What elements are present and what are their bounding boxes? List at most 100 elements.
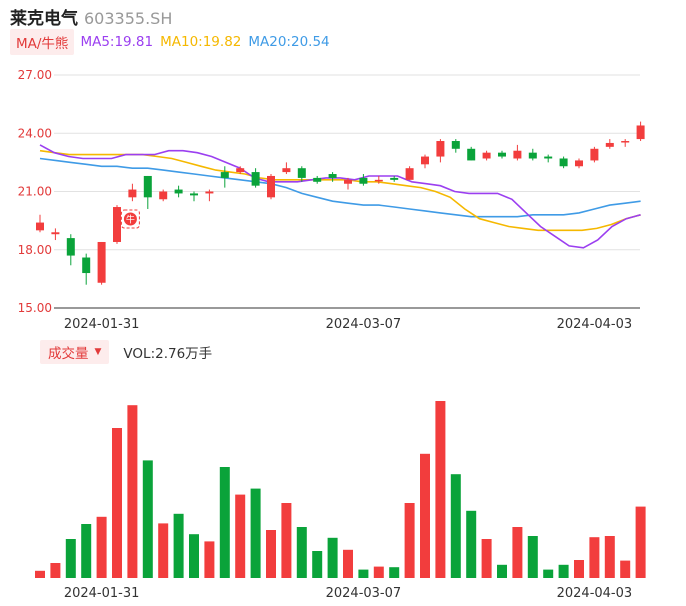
volume-legend: 成交量 ▼ VOL:2.76万手 xyxy=(40,340,213,364)
candle-body xyxy=(220,172,229,178)
x-tick-label: 2024-01-31 xyxy=(64,586,140,601)
volume-bar xyxy=(142,460,153,578)
x-tick-label: 2024-03-07 xyxy=(326,586,402,601)
candle-body xyxy=(313,177,322,182)
candle-body xyxy=(636,125,645,140)
candle-body xyxy=(97,241,106,283)
volume-bar xyxy=(497,564,507,578)
x-tick-label: 2024-03-07 xyxy=(326,317,402,332)
candle-body xyxy=(143,175,152,198)
volume-bar xyxy=(589,537,600,578)
volume-bar xyxy=(604,536,615,578)
volume-bar xyxy=(558,564,569,578)
volume-bar xyxy=(281,503,292,578)
volume-bar xyxy=(65,539,76,578)
bull-marker-icon xyxy=(123,212,137,226)
x-tick-label: 2024-01-31 xyxy=(64,317,140,332)
stock-code: 603355.SH xyxy=(84,9,173,28)
bull-marker-frame xyxy=(120,209,140,229)
candle-body xyxy=(128,189,137,198)
volume-bar xyxy=(250,488,261,578)
volume-bar xyxy=(312,551,323,578)
candle-body xyxy=(528,152,537,159)
stock-header: 莱克电气 603355.SH xyxy=(10,4,173,29)
candle-body xyxy=(113,207,121,242)
volume-bar xyxy=(235,494,246,578)
volume-bar xyxy=(158,523,169,578)
volume-bar xyxy=(343,549,353,578)
candle-body xyxy=(236,168,245,173)
volume-bar xyxy=(358,569,369,578)
y-tick-label: 21.00 xyxy=(18,185,52,199)
candle-body xyxy=(51,232,60,235)
volume-bar xyxy=(81,524,92,578)
ma20-legend: MA20:20.54 xyxy=(248,34,330,50)
candle-body xyxy=(359,177,368,184)
candle-body xyxy=(513,150,522,159)
volume-bar xyxy=(112,428,122,578)
volume-bar xyxy=(404,503,415,578)
candle-body xyxy=(436,141,445,157)
volume-bar xyxy=(435,401,446,578)
candle-body xyxy=(66,238,75,256)
y-tick-label: 15.00 xyxy=(18,301,52,315)
volume-indicator-selector[interactable]: 成交量 ▼ xyxy=(40,340,110,364)
volume-bar xyxy=(543,569,554,578)
x-tick-label: 2024-04-03 xyxy=(557,317,633,332)
ma10-legend: MA10:19.82 xyxy=(160,34,242,50)
candle-body xyxy=(36,222,44,231)
candle-body xyxy=(159,191,168,200)
volume-bar xyxy=(466,510,477,578)
candle-body xyxy=(205,191,214,194)
volume-bar xyxy=(204,541,215,578)
candle-body xyxy=(467,148,476,161)
volume-bar xyxy=(527,536,538,578)
volume-bar xyxy=(50,563,61,578)
candle-body xyxy=(282,168,291,173)
candle-body xyxy=(297,168,306,178)
volume-bar xyxy=(373,566,384,578)
ma-indicator-selector[interactable]: MA/牛熊 xyxy=(10,29,75,55)
candle-body xyxy=(251,172,260,186)
volume-bar xyxy=(574,560,584,578)
ma5-line xyxy=(39,144,641,249)
volume-bar xyxy=(620,560,631,578)
x-tick-label: 2024-04-03 xyxy=(557,586,633,601)
bull-marker-label: 牛 xyxy=(126,214,135,226)
volume-bar xyxy=(389,567,400,578)
candle-body xyxy=(390,177,399,180)
candle-body xyxy=(374,179,383,182)
volume-bar xyxy=(450,474,461,578)
y-tick-label: 24.00 xyxy=(18,126,52,140)
candle-body xyxy=(498,152,506,157)
volume-bar xyxy=(127,405,138,578)
candle-body xyxy=(590,148,599,161)
candle-body xyxy=(344,179,352,184)
volume-bar xyxy=(296,527,307,578)
candle-body xyxy=(621,141,630,143)
volume-bar xyxy=(327,537,338,578)
volume-bar xyxy=(219,467,230,578)
volume-bar xyxy=(189,534,199,578)
volume-bar xyxy=(35,570,45,578)
y-tick-label: 18.00 xyxy=(18,243,52,257)
candle-body xyxy=(482,152,491,159)
volume-bar xyxy=(481,539,492,578)
candle-body xyxy=(82,257,91,274)
candle-body xyxy=(544,156,553,159)
volume-bar xyxy=(96,516,107,578)
candle-body xyxy=(328,174,337,178)
volume-bar xyxy=(173,513,184,578)
candle-body xyxy=(267,175,275,198)
candle-body xyxy=(575,160,583,167)
ma20-line xyxy=(39,157,641,218)
volume-bar xyxy=(420,453,430,578)
volume-bar xyxy=(266,530,276,578)
volume-bar xyxy=(635,506,646,578)
caret-down-icon: ▼ xyxy=(94,347,102,357)
volume-bar xyxy=(512,527,523,578)
volume-value: VOL:2.76万手 xyxy=(123,346,213,362)
candle-body xyxy=(559,158,568,167)
ma5-legend: MA5:19.81 xyxy=(80,34,154,50)
